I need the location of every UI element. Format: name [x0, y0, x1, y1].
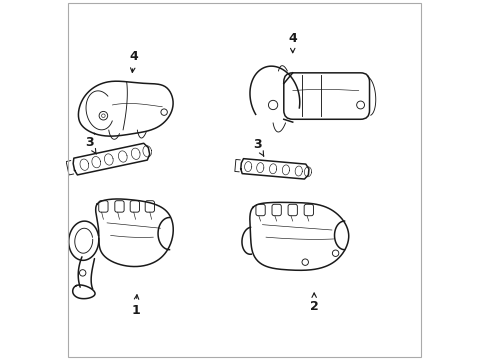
Text: 4: 4	[129, 50, 138, 72]
Text: 1: 1	[131, 295, 140, 317]
Text: 4: 4	[288, 32, 297, 53]
Text: 2: 2	[309, 293, 318, 313]
Text: 3: 3	[252, 138, 263, 156]
Text: 3: 3	[84, 136, 96, 154]
